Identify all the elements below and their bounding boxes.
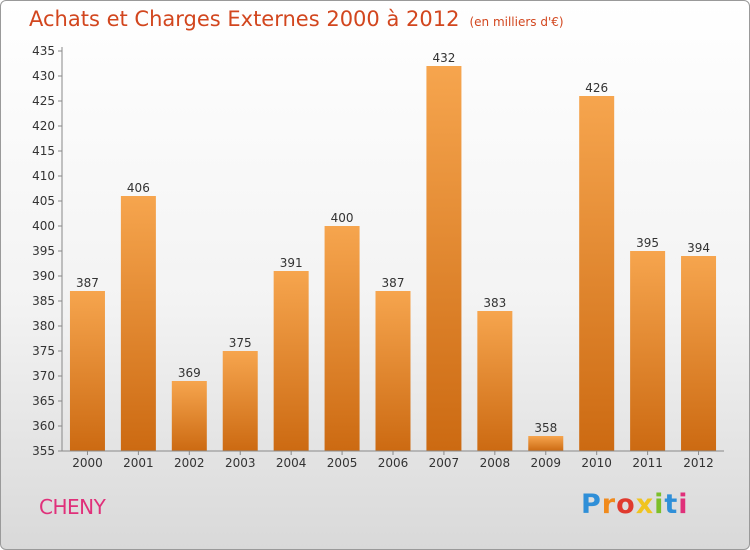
y-tick-label: 390 <box>32 269 55 283</box>
x-tick-label-2008: 2008 <box>480 456 511 470</box>
logo-letter: t <box>664 489 679 520</box>
x-tick-label-2005: 2005 <box>327 456 358 470</box>
y-tick-label: 370 <box>32 369 55 383</box>
chart-title: Achats et Charges Externes 2000 à 2012 (e… <box>29 7 564 31</box>
value-label-2008: 383 <box>483 296 506 310</box>
value-label-2001: 406 <box>127 181 150 195</box>
value-label-2006: 387 <box>382 276 405 290</box>
x-axis: 2000 2001 2002 2003 2004 2005 2006 2007 2008 2009… <box>62 450 724 470</box>
y-tick-label: 365 <box>32 394 55 408</box>
x-tick-label-2001: 2001 <box>123 456 154 470</box>
x-tick-label-2011: 2011 <box>632 456 663 470</box>
y-tick-label: 385 <box>32 294 55 308</box>
value-label-2000: 387 <box>76 276 99 290</box>
y-tick-label: 415 <box>32 144 55 158</box>
logo-letter: x <box>635 489 655 520</box>
y-tick-label: 410 <box>32 169 55 183</box>
bar-2005 <box>324 226 360 451</box>
value-label-2004: 391 <box>280 256 303 270</box>
chart-title-unit: (en milliers d'€) <box>469 15 564 29</box>
logo-letter: i <box>654 489 665 520</box>
value-label-2012: 394 <box>687 241 710 255</box>
x-tick-label-2002: 2002 <box>174 456 205 470</box>
bar-2009 <box>528 436 564 451</box>
x-tick-label-2009: 2009 <box>530 456 561 470</box>
bar-2010 <box>579 96 615 451</box>
y-tick-label: 360 <box>32 419 55 433</box>
value-label-2010: 426 <box>585 81 608 95</box>
commune-name: CHENY <box>39 495 106 519</box>
bar-2001 <box>120 196 156 451</box>
bar-2011 <box>630 251 666 451</box>
y-tick-label: 405 <box>32 194 55 208</box>
value-label-2007: 432 <box>432 51 455 65</box>
y-tick-label: 430 <box>32 69 55 83</box>
x-tick-label-2003: 2003 <box>225 456 256 470</box>
y-axis: 355 360 365 370 375 380 385 390 395 400 405 410 415 4… <box>32 44 63 458</box>
value-label-2011: 395 <box>636 236 659 250</box>
logo-letter: r <box>601 489 617 520</box>
logo-letter: i <box>678 489 689 520</box>
value-label-2003: 375 <box>229 336 252 350</box>
bar-2007 <box>426 66 462 451</box>
bar-2003 <box>222 351 258 451</box>
proxiti-logo[interactable]: Proxiti <box>581 489 689 520</box>
value-label-2009: 358 <box>534 421 557 435</box>
bar-2002 <box>171 381 207 451</box>
x-tick-label-2007: 2007 <box>429 456 460 470</box>
x-tick-label-2000: 2000 <box>72 456 103 470</box>
x-tick-label-2012: 2012 <box>683 456 714 470</box>
bars: 387 406 369 375 391 400 387 432 383 358 426 395 394 <box>69 51 717 451</box>
y-tick-label: 435 <box>32 44 55 58</box>
y-tick-label: 420 <box>32 119 55 133</box>
value-label-2002: 369 <box>178 366 201 380</box>
bar-2012 <box>681 256 717 451</box>
y-tick-label: 380 <box>32 319 55 333</box>
y-tick-label: 395 <box>32 244 55 258</box>
y-tick-label: 400 <box>32 219 55 233</box>
bar-2000 <box>69 291 105 451</box>
y-tick-label: 355 <box>32 444 55 458</box>
x-tick-label-2010: 2010 <box>581 456 612 470</box>
chart-title-main: Achats et Charges Externes 2000 à 2012 <box>29 7 460 31</box>
y-tick-label: 425 <box>32 94 55 108</box>
bar-2008 <box>477 311 513 451</box>
logo-letter: P <box>581 489 602 520</box>
x-tick-label-2006: 2006 <box>378 456 409 470</box>
x-tick-label-2004: 2004 <box>276 456 307 470</box>
y-tick-label: 375 <box>32 344 55 358</box>
bar-2004 <box>273 271 309 451</box>
logo-letter: o <box>616 489 636 520</box>
value-label-2005: 400 <box>331 211 354 225</box>
bar-2006 <box>375 291 411 451</box>
